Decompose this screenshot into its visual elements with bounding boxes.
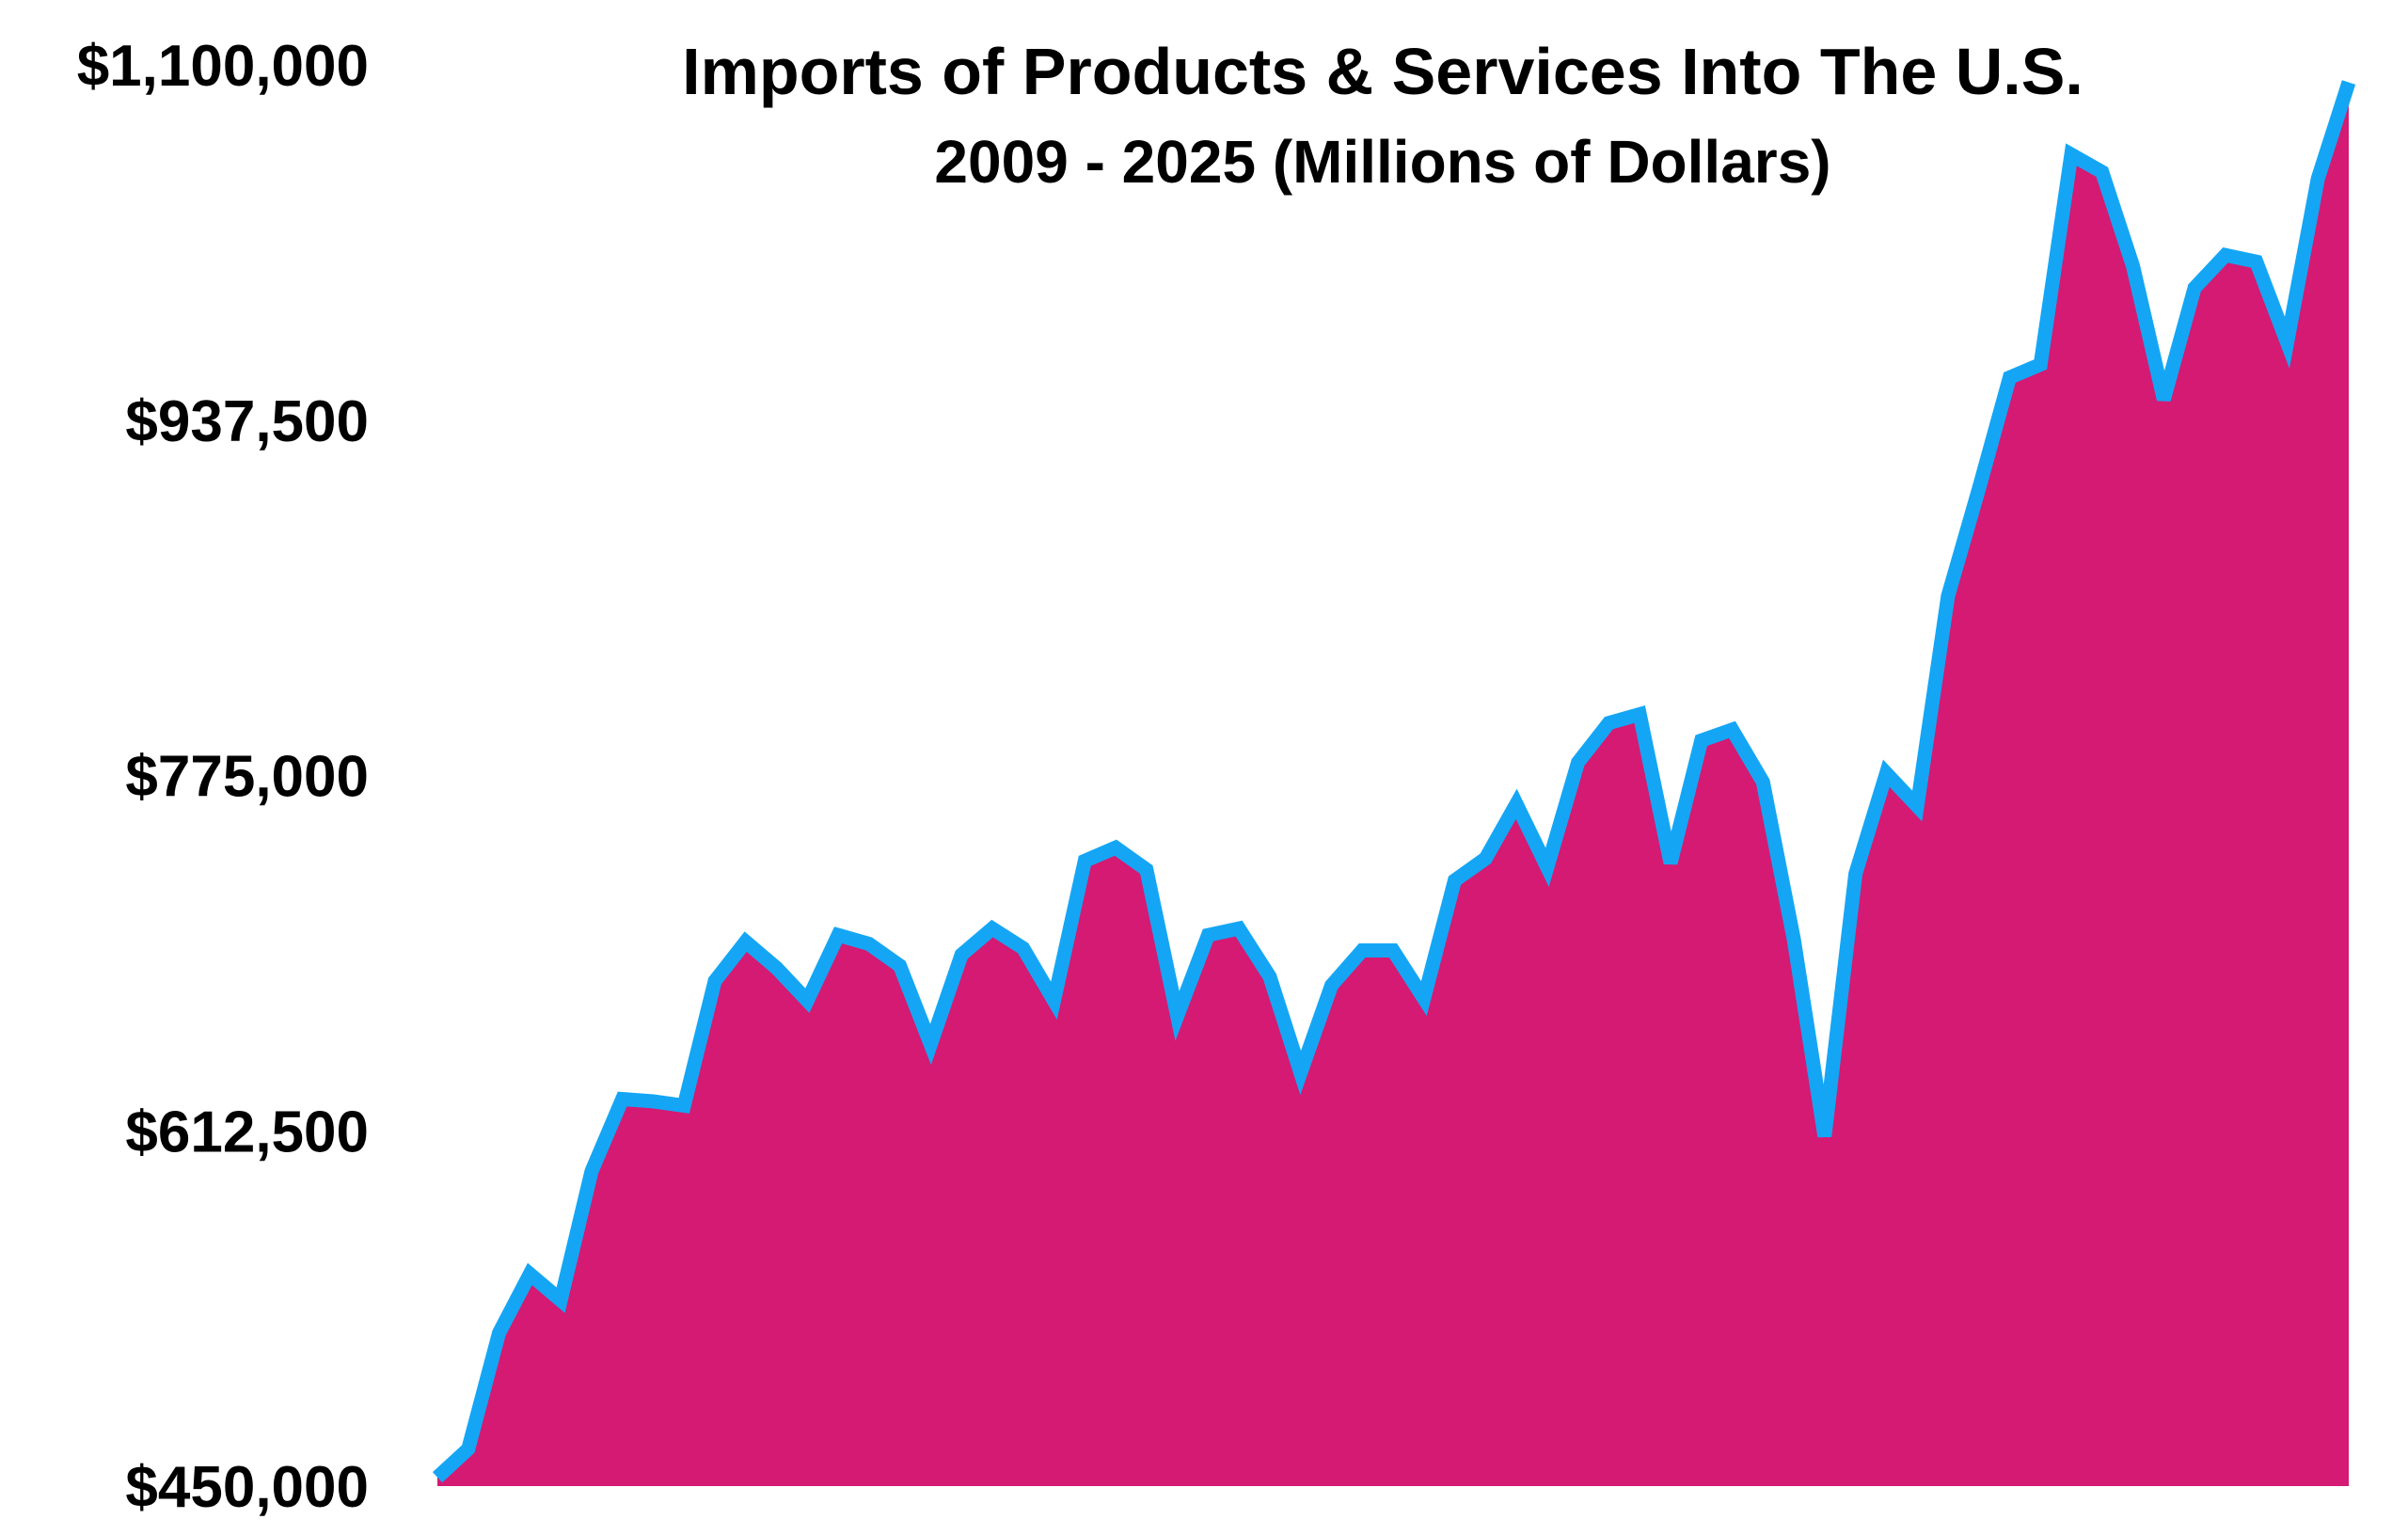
y-tick-label: $1,100,000	[77, 34, 369, 99]
y-tick-label: $775,000	[125, 745, 369, 810]
y-tick-label: $937,500	[125, 389, 369, 454]
y-tick-label: $612,500	[125, 1100, 369, 1164]
chart-subtitle: 2009 - 2025 (Millions of Dollars)	[934, 128, 1830, 196]
imports-area-fill	[437, 82, 2349, 1487]
imports-series-line	[432, 80, 2356, 1483]
y-tick-label: $450,000	[125, 1455, 369, 1520]
chart-title: Imports of Products & Services Into The …	[682, 35, 2083, 108]
y-axis-tick-labels: $1,100,000 $937,500 $775,000 $612,500 $450,0…	[77, 34, 369, 1520]
